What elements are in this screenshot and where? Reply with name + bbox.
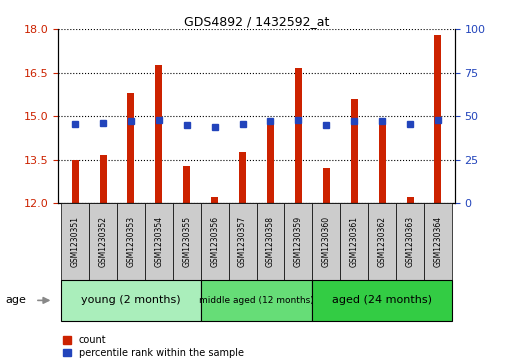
Text: GSM1230351: GSM1230351 xyxy=(71,216,80,267)
Bar xyxy=(351,99,358,203)
Text: GSM1230354: GSM1230354 xyxy=(154,216,164,267)
Bar xyxy=(128,93,135,203)
Bar xyxy=(145,203,173,280)
Text: GSM1230358: GSM1230358 xyxy=(266,216,275,267)
Bar xyxy=(267,119,274,203)
Bar xyxy=(323,168,330,203)
Text: aged (24 months): aged (24 months) xyxy=(332,295,432,305)
Text: GSM1230362: GSM1230362 xyxy=(377,216,387,267)
Bar xyxy=(183,166,190,203)
Text: GSM1230356: GSM1230356 xyxy=(210,216,219,267)
Bar xyxy=(229,203,257,280)
Bar xyxy=(61,203,89,280)
Bar xyxy=(117,203,145,280)
Text: age: age xyxy=(5,295,26,305)
Text: GSM1230355: GSM1230355 xyxy=(182,216,192,267)
Bar xyxy=(368,203,396,280)
Text: GSM1230352: GSM1230352 xyxy=(99,216,108,267)
Legend: count, percentile rank within the sample: count, percentile rank within the sample xyxy=(64,335,244,358)
Title: GDS4892 / 1432592_at: GDS4892 / 1432592_at xyxy=(184,15,329,28)
Bar xyxy=(100,155,107,203)
Bar xyxy=(211,197,218,203)
Text: GSM1230353: GSM1230353 xyxy=(126,216,136,267)
Text: GSM1230361: GSM1230361 xyxy=(350,216,359,267)
Bar xyxy=(61,280,201,321)
Text: GSM1230359: GSM1230359 xyxy=(294,216,303,267)
Text: GSM1230363: GSM1230363 xyxy=(405,216,415,267)
Bar xyxy=(396,203,424,280)
Bar xyxy=(89,203,117,280)
Text: GSM1230364: GSM1230364 xyxy=(433,216,442,267)
Bar xyxy=(312,280,452,321)
Bar xyxy=(201,203,229,280)
Bar xyxy=(155,65,163,203)
Bar xyxy=(424,203,452,280)
Bar xyxy=(312,203,340,280)
Bar xyxy=(340,203,368,280)
Bar xyxy=(406,197,414,203)
Bar xyxy=(378,123,386,203)
Bar xyxy=(173,203,201,280)
Bar xyxy=(239,152,246,203)
Bar xyxy=(257,203,284,280)
Text: young (2 months): young (2 months) xyxy=(81,295,181,305)
Bar xyxy=(72,160,79,203)
Bar xyxy=(295,68,302,203)
Bar xyxy=(434,35,441,203)
Bar xyxy=(284,203,312,280)
Text: GSM1230357: GSM1230357 xyxy=(238,216,247,267)
Text: middle aged (12 months): middle aged (12 months) xyxy=(199,296,314,305)
Bar xyxy=(201,280,312,321)
Text: GSM1230360: GSM1230360 xyxy=(322,216,331,267)
